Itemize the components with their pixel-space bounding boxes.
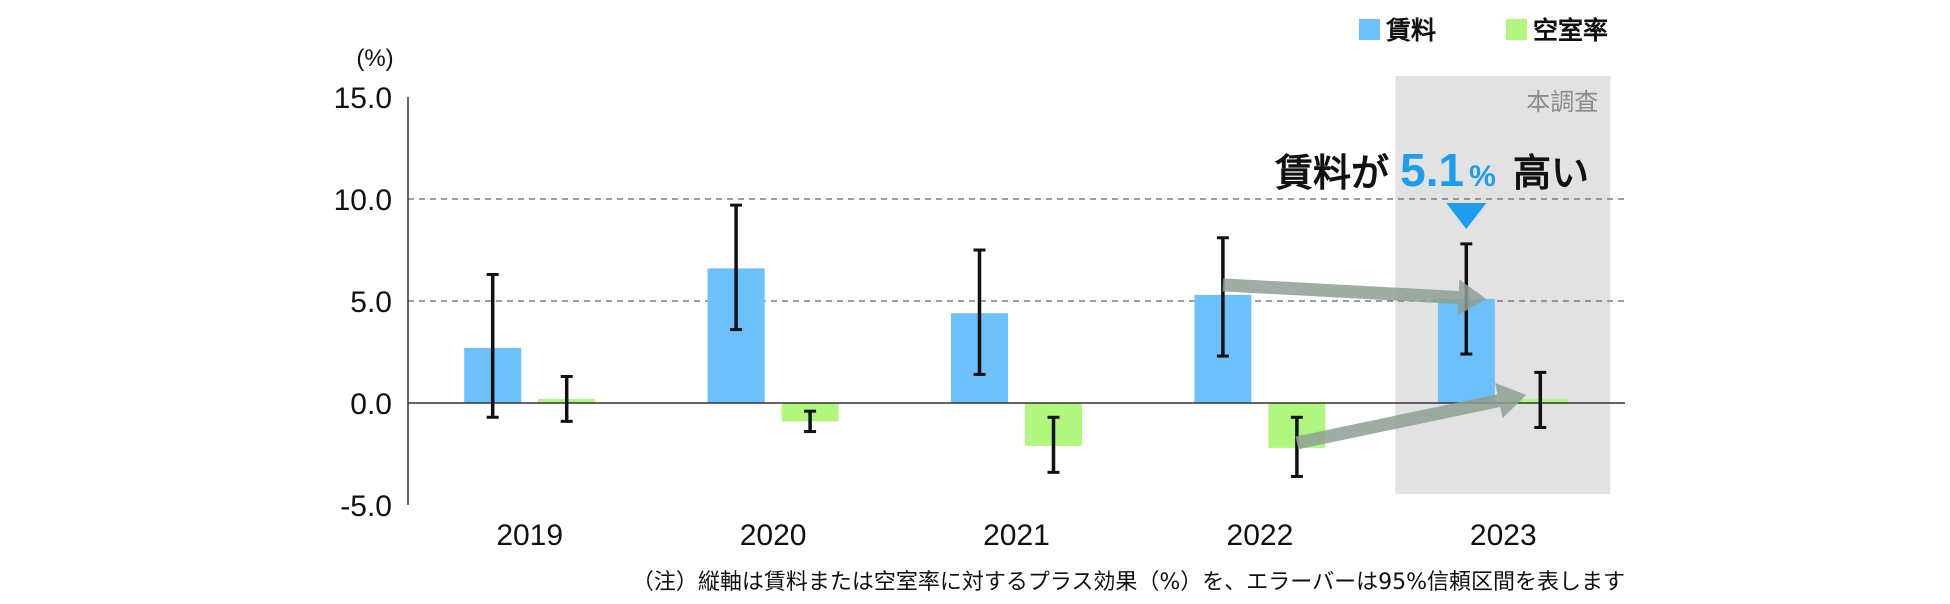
error-bar-vacancy-2023 <box>1534 370 1547 429</box>
x-tick-label: 2022 <box>1227 519 1294 552</box>
callout-value: 5.1 <box>1400 144 1464 196</box>
error-bar-vacancy-2022 <box>1290 415 1303 478</box>
arrow-head-icon <box>1457 279 1487 316</box>
arrow-shaft <box>1295 394 1501 450</box>
y-tick-label: -5.0 <box>340 490 392 523</box>
pointer-triangle-icon <box>1446 203 1487 229</box>
y-tick-label: 10.0 <box>334 184 392 217</box>
y-tick-label: 0.0 <box>350 388 392 421</box>
legend-swatch-rent <box>1359 19 1380 40</box>
legend-swatch-vacancy <box>1506 19 1527 40</box>
callout-prefix: 賃料が <box>1274 151 1389 195</box>
error-bar-rent-2020 <box>730 203 743 332</box>
error-bar-vacancy-2020 <box>804 409 817 434</box>
x-axis-labels: 2019 2020 2021 2022 2023 <box>496 519 1536 552</box>
highlight-survey-band <box>1395 76 1611 494</box>
error-bar-rent-2021 <box>973 248 986 376</box>
x-tick-label: 2021 <box>983 519 1050 552</box>
error-bar-vacancy-2021 <box>1047 415 1060 474</box>
y-unit-label: (%) <box>356 45 393 72</box>
error-bar-vacancy-2019 <box>560 374 573 423</box>
error-bar-rent-2019 <box>486 272 499 419</box>
callout-unit: % <box>1469 160 1496 193</box>
legend-label-rent: 賃料 <box>1385 16 1436 45</box>
arrow-head-icon <box>1495 383 1527 419</box>
footnote: （注）縦軸は賃料または空室率に対するプラス効果（%）を、エラーバーは95%信頼区… <box>632 570 1625 595</box>
error-bars <box>486 203 1547 478</box>
y-tick-label: 15.0 <box>334 82 392 115</box>
x-tick-label: 2020 <box>740 519 807 552</box>
rent-trend-arrow <box>1222 278 1487 316</box>
legend: 賃料 空室率 <box>1359 16 1608 45</box>
x-tick-label: 2019 <box>496 519 563 552</box>
error-bar-rent-2022 <box>1216 236 1229 358</box>
y-axis: 15.0 10.0 5.0 0.0 -5.0 <box>334 82 409 523</box>
arrow-shaft <box>1222 278 1459 304</box>
vacancy-trend-arrow <box>1295 383 1527 450</box>
legend-label-vacancy: 空室率 <box>1533 16 1608 45</box>
callout-text: 賃料が 5.1 % 高い <box>1274 144 1589 196</box>
y-tick-label: 5.0 <box>350 286 392 319</box>
x-tick-label: 2023 <box>1470 519 1537 552</box>
trend-arrows <box>1222 278 1527 450</box>
survey-label: 本調査 <box>1526 88 1598 116</box>
callout-suffix: 高い <box>1513 151 1589 195</box>
